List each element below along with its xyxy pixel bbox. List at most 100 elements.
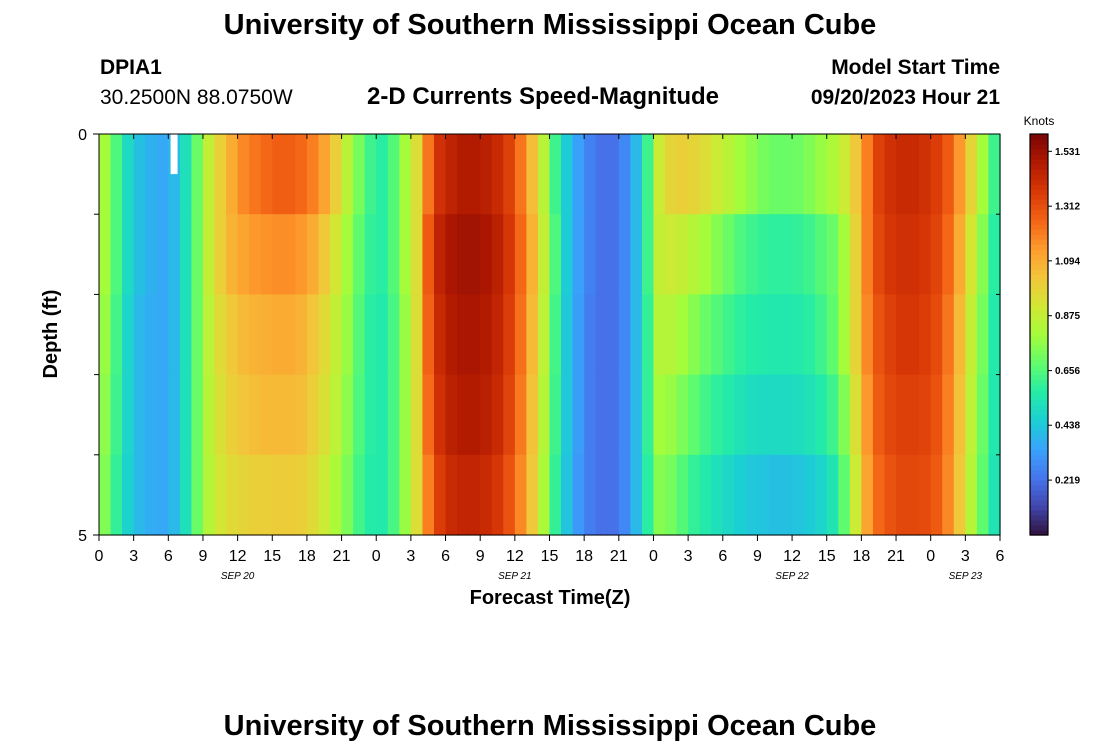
heatmap-cell xyxy=(549,214,562,295)
heatmap-cell xyxy=(537,454,551,536)
heatmap-cell xyxy=(711,214,724,295)
heatmap-cell xyxy=(676,294,689,376)
heatmap-cell xyxy=(226,134,239,215)
heatmap-cell xyxy=(526,454,539,536)
heatmap-cell xyxy=(503,294,516,376)
heatmap-cell xyxy=(191,214,204,295)
x-tick-label: 6 xyxy=(164,548,173,565)
heatmap-cell xyxy=(711,374,724,456)
colorbar-frame xyxy=(1029,133,1049,536)
heatmap-cell xyxy=(734,454,747,536)
heatmap-cell xyxy=(191,454,204,536)
colorbar-segment xyxy=(1030,234,1048,240)
heatmap-cell xyxy=(561,374,574,456)
heatmap-cell xyxy=(976,294,990,376)
heatmap-cell xyxy=(179,134,193,215)
colorbar-segment xyxy=(1030,329,1048,336)
heatmap-cell xyxy=(930,374,943,456)
heatmap-cell xyxy=(884,374,897,456)
heatmap-cell xyxy=(665,454,678,536)
heatmap-cell xyxy=(514,374,527,456)
heatmap-cell xyxy=(849,134,862,215)
colorbar-segment xyxy=(1030,214,1048,220)
heatmap-cell xyxy=(953,294,966,376)
colorbar-segment xyxy=(1030,334,1048,341)
heatmap-cell xyxy=(376,214,389,295)
colorbar-segment xyxy=(1030,529,1048,536)
colorbar-segment xyxy=(1030,344,1048,351)
heatmap-cell xyxy=(191,134,204,215)
heatmap-cell xyxy=(699,134,712,215)
heatmap-cell xyxy=(676,454,689,536)
heatmap-cell xyxy=(757,214,770,295)
heatmap-cell xyxy=(745,214,759,295)
heatmap-cell xyxy=(480,294,493,376)
x-tick-label: 6 xyxy=(996,548,1005,565)
heatmap-cell xyxy=(260,134,273,215)
date-label: SEP 20 xyxy=(221,571,255,582)
model-start-value: 09/20/2023 Hour 21 xyxy=(810,86,1000,109)
heatmap-cell xyxy=(387,134,400,215)
heatmap-cell xyxy=(202,294,216,376)
heatmap-cell xyxy=(295,374,308,456)
heatmap-cell xyxy=(295,134,308,215)
page-title-repeat: University of Southern Mississippi Ocean… xyxy=(223,710,877,742)
heatmap-cell xyxy=(318,374,331,456)
colorbar-segment xyxy=(1030,209,1048,215)
heatmap-cell xyxy=(595,214,608,295)
colorbar-segment xyxy=(1030,254,1048,260)
colorbar-segment xyxy=(1030,264,1048,270)
heatmap-cell xyxy=(988,454,1001,536)
heatmap-cell xyxy=(122,374,135,456)
heatmap-cell xyxy=(826,134,839,215)
heatmap-cell xyxy=(226,214,239,295)
heatmap-cell xyxy=(249,214,262,295)
heatmap-cell xyxy=(387,374,400,456)
heatmap-cell xyxy=(872,134,886,215)
heatmap-cell xyxy=(122,294,135,376)
heatmap-cell xyxy=(306,294,320,376)
heatmap-cell xyxy=(849,374,862,456)
heatmap-cell xyxy=(226,294,239,376)
heatmap-cell xyxy=(988,214,1001,295)
heatmap-cell xyxy=(630,294,643,376)
heatmap-cell xyxy=(907,454,920,536)
heatmap-cell xyxy=(226,454,239,536)
heatmap-cell xyxy=(272,294,285,376)
heatmap-cell xyxy=(965,294,978,376)
heatmap-cell xyxy=(145,374,158,456)
heatmap-cell xyxy=(491,454,504,536)
heatmap-cell xyxy=(491,214,504,295)
colorbar-segment xyxy=(1030,494,1048,501)
heatmap-cell xyxy=(214,214,227,295)
heatmap-cell xyxy=(630,374,643,456)
heatmap-cell xyxy=(168,374,181,456)
heatmap-cell xyxy=(734,214,747,295)
heatmap-cell xyxy=(99,374,112,456)
heatmap-cell xyxy=(364,294,377,376)
heatmap-cell xyxy=(768,454,782,536)
heatmap-cell xyxy=(214,134,227,215)
colorbar-segment xyxy=(1030,519,1048,526)
heatmap-cell xyxy=(156,454,169,536)
heatmap-cell xyxy=(803,214,816,295)
page-title: University of Southern Mississippi Ocean… xyxy=(223,9,877,41)
heatmap-cell xyxy=(376,294,389,376)
heatmap-cell xyxy=(976,214,990,295)
heatmap-cell xyxy=(410,374,424,456)
heatmap-cell xyxy=(815,134,828,215)
heatmap-cell xyxy=(237,134,250,215)
heatmap-cell xyxy=(145,454,158,536)
heatmap-cell xyxy=(549,374,562,456)
heatmap-cell xyxy=(711,134,724,215)
heatmap-cell xyxy=(283,454,296,536)
heatmap-cell xyxy=(468,374,481,456)
heatmap-cell xyxy=(537,294,551,376)
heatmap-cell xyxy=(318,134,331,215)
x-tick-label: 12 xyxy=(229,548,247,565)
heatmap-cell xyxy=(653,374,666,456)
heatmap-cell xyxy=(399,454,412,536)
heatmap-cell xyxy=(191,374,204,456)
heatmap-cell xyxy=(122,454,135,536)
colorbar-segment xyxy=(1030,284,1048,290)
